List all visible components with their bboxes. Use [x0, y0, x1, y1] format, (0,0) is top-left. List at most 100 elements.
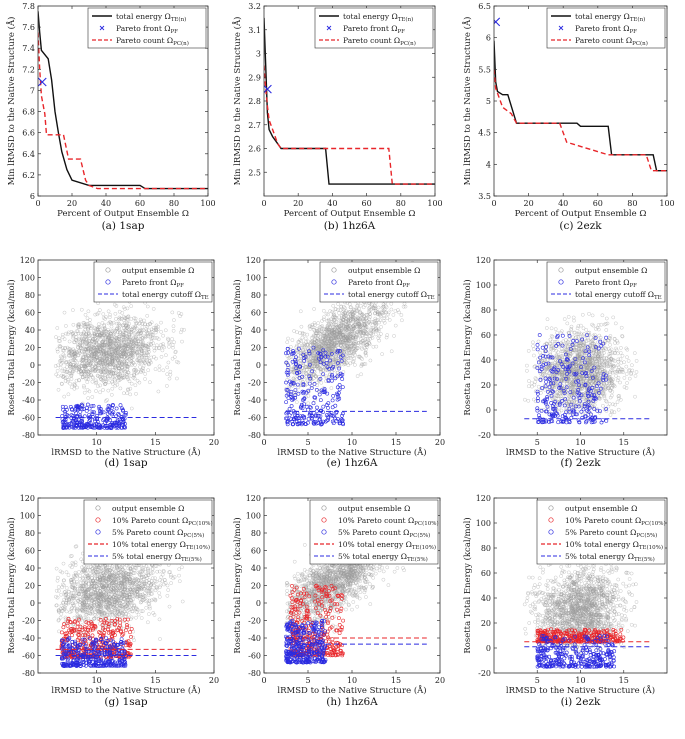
ensemble-point	[311, 359, 316, 363]
pareto-front-point	[98, 406, 103, 411]
y-tick-label: 3	[256, 50, 261, 59]
ensemble-point	[98, 383, 102, 388]
ensemble-point	[108, 320, 112, 324]
ensemble-point	[613, 402, 617, 407]
ensemble-point	[119, 337, 124, 341]
ensemble-point	[145, 304, 150, 309]
ensemble-point	[400, 318, 404, 323]
ensemble-point	[108, 362, 112, 367]
pareto-front-point	[325, 354, 330, 359]
legend-swatch-x	[99, 25, 105, 31]
ensemble-point	[99, 352, 104, 356]
ensemble-point	[359, 356, 363, 360]
ensemble-point	[365, 331, 369, 335]
pareto-front-point	[115, 418, 120, 423]
ensemble-point	[552, 362, 557, 367]
pareto-front-point	[331, 421, 336, 426]
ensemble-point	[389, 301, 394, 306]
ensemble-point	[173, 349, 178, 354]
pareto-front-point	[333, 376, 338, 381]
ensemble-point	[119, 317, 124, 321]
ensemble-point	[346, 331, 351, 336]
ensemble-point	[98, 390, 102, 395]
ensemble-point	[154, 356, 158, 361]
ensemble-point	[312, 343, 317, 348]
plot-area	[264, 17, 435, 185]
ensemble-point	[359, 329, 363, 334]
ensemble-point	[139, 340, 144, 344]
ensemble-point	[118, 330, 122, 334]
ensemble-point	[64, 360, 69, 364]
ensemble-point	[182, 327, 186, 332]
ensemble-point	[560, 354, 565, 359]
total-energy-line	[494, 40, 667, 172]
ensemble-point	[336, 335, 341, 340]
ensemble-point	[92, 354, 97, 359]
ensemble-point	[132, 316, 137, 321]
pareto-front-point	[67, 422, 71, 426]
ensemble-point	[313, 334, 317, 338]
pareto-front-point	[299, 402, 304, 407]
ensemble-point	[597, 351, 602, 356]
ensemble-point	[165, 372, 170, 377]
ensemble-point	[105, 361, 110, 365]
ensemble-point	[346, 324, 350, 329]
ensemble-point	[363, 347, 368, 352]
ensemble-point	[105, 374, 110, 379]
legend-label: total energy cutoff ΩTE	[348, 290, 435, 301]
pareto-front-point	[332, 414, 337, 419]
ensemble-point	[72, 383, 77, 388]
pareto-front-marker	[264, 84, 272, 94]
ensemble-point	[88, 361, 93, 366]
ensemble-point	[146, 334, 151, 339]
ensemble-point	[601, 348, 606, 353]
pareto-front-point	[68, 404, 73, 409]
ensemble-point	[547, 371, 551, 376]
ensemble-point	[111, 342, 115, 347]
ensemble-point	[594, 349, 598, 354]
ensemble-point	[125, 306, 130, 311]
ensemble-point	[64, 331, 68, 336]
pareto-front-point	[307, 381, 312, 386]
ensemble-point	[130, 349, 135, 353]
pareto-front-point	[99, 425, 104, 430]
ensemble-point	[73, 332, 78, 337]
ensemble-point	[64, 324, 68, 328]
ensemble-point	[308, 343, 313, 347]
ensemble-point	[130, 346, 134, 351]
pareto-front-point	[284, 351, 288, 356]
pareto-front-point	[284, 360, 289, 365]
ensemble-point	[629, 371, 634, 375]
ensemble-point	[141, 369, 146, 373]
pareto-count-line	[38, 32, 208, 190]
pareto-front-point	[82, 414, 87, 419]
ensemble-point	[296, 385, 301, 390]
ensemble-point	[109, 324, 114, 329]
ensemble-point	[348, 356, 353, 360]
pareto-front-point	[318, 417, 322, 422]
ensemble-point	[71, 322, 76, 327]
ensemble-point	[553, 339, 558, 344]
ensemble-point	[133, 383, 138, 388]
ensemble-point	[60, 369, 65, 373]
ensemble-point	[389, 307, 394, 312]
ensemble-point	[525, 368, 529, 373]
ensemble-point	[341, 311, 346, 316]
ensemble-point	[574, 398, 579, 403]
ensemble-point	[115, 321, 119, 326]
ensemble-point	[346, 344, 350, 349]
ensemble-point	[140, 349, 145, 353]
ensemble-point	[545, 317, 550, 322]
ensemble-point	[120, 375, 125, 380]
ensemble-point	[352, 311, 357, 315]
ensemble-point	[358, 310, 362, 315]
y-tick-label: 40	[251, 326, 261, 335]
y-tick-label: -40	[248, 396, 261, 405]
ensemble-point	[329, 386, 334, 390]
y-tick-label: 7.8	[22, 2, 35, 11]
ensemble-point	[550, 361, 555, 366]
ensemble-point	[369, 334, 374, 338]
ensemble-point	[352, 342, 357, 346]
ensemble-point	[141, 340, 145, 345]
ensemble-point	[83, 364, 88, 369]
